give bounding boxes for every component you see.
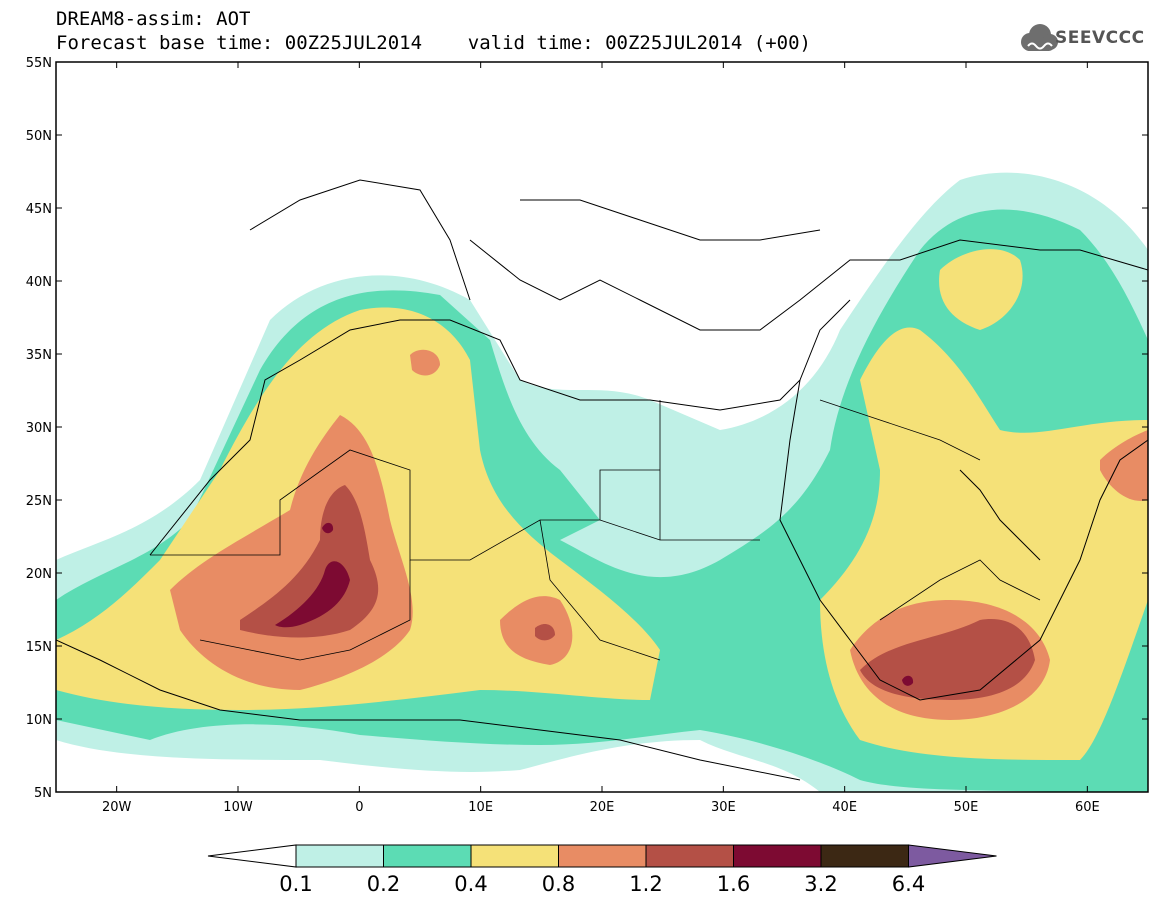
lat-tick-label: 40N [26, 275, 52, 290]
colorbar-swatch [558, 844, 647, 868]
lon-tick-label: 20E [590, 800, 615, 815]
longitude-axis: 20W 10W 0 10E 20E 30E 40E 50E 60E [102, 62, 1100, 815]
lon-tick-label: 0 [355, 800, 363, 815]
lat-tick-label: 45N [26, 202, 52, 217]
colorbar-swatch [470, 844, 559, 868]
colorbar-label: 1.6 [717, 872, 750, 896]
lon-tick-label: 10W [223, 800, 253, 815]
lon-tick-label: 40E [832, 800, 857, 815]
aot-level-1.6 [275, 522, 914, 686]
lon-tick-label: 20W [102, 800, 132, 815]
colorbar-swatch [383, 844, 472, 868]
coastlines [56, 179, 1148, 781]
colorbar: 0.1 0.2 0.4 0.8 1.2 1.6 3.2 6.4 [207, 844, 997, 896]
aot-contours [56, 172, 1148, 792]
title-line-1: DREAM8-assim: AOT [56, 8, 251, 30]
colorbar-below-triangle [207, 844, 297, 868]
seevccc-cloud-logo-icon [1021, 24, 1058, 51]
lon-tick-label: 10E [468, 800, 493, 815]
colorbar-label: 0.2 [367, 872, 400, 896]
latitude-axis: 5N 10N 15N 20N 25N 30N 35N 40N 45N 50N 55N [26, 56, 1148, 801]
country-borders [150, 399, 1041, 661]
logo-text: SEEVCCC [1055, 28, 1145, 48]
colorbar-label: 6.4 [892, 872, 925, 896]
lat-tick-label: 15N [26, 640, 52, 655]
colorbar-swatch [645, 844, 734, 868]
colorbar-swatch [820, 844, 909, 868]
colorbar-label: 3.2 [804, 872, 837, 896]
lon-tick-label: 30E [711, 800, 736, 815]
lat-tick-label: 55N [26, 56, 52, 71]
colorbar-swatch [295, 844, 384, 868]
lat-tick-label: 35N [26, 348, 52, 363]
colorbar-swatch [733, 844, 822, 868]
title-line-2: Forecast base time: 00Z25JUL2014 valid t… [56, 32, 811, 54]
colorbar-label: 0.8 [542, 872, 575, 896]
lat-tick-label: 30N [26, 421, 52, 436]
lat-tick-label: 50N [26, 129, 52, 144]
colorbar-label: 0.1 [279, 872, 312, 896]
lat-tick-label: 20N [26, 567, 52, 582]
colorbar-label: 0.4 [454, 872, 487, 896]
colorbar-above-triangle [908, 844, 997, 868]
lat-tick-label: 25N [26, 494, 52, 509]
lat-tick-label: 5N [34, 786, 52, 801]
colorbar-label: 1.2 [629, 872, 662, 896]
lon-tick-label: 50E [954, 800, 979, 815]
lon-tick-label: 60E [1075, 800, 1100, 815]
lat-tick-label: 10N [26, 713, 52, 728]
